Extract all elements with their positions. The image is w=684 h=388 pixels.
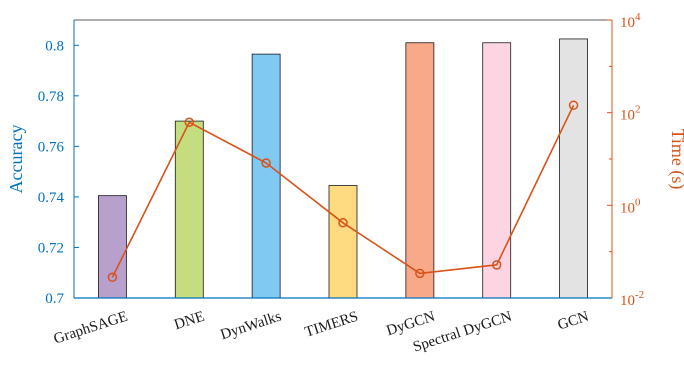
chart-labels: Accuracy Time (s) [6, 125, 684, 194]
right-tick-base: 10 [620, 15, 635, 31]
time-point-dne [184, 117, 195, 128]
time-point-dygcn [415, 268, 425, 279]
left-axis-label: Accuracy [6, 125, 26, 194]
right-tick-label: 10-2 [620, 289, 644, 309]
bar-spectral-dygcn [482, 42, 512, 299]
time-point-dynwalks [261, 158, 271, 168]
bar-dne [174, 120, 204, 299]
right-tick-exponent: 2 [635, 104, 641, 116]
right-tick-exponent: 4 [635, 11, 641, 23]
right-tick-label: 100 [620, 196, 641, 216]
right-tick-base: 10 [620, 293, 635, 309]
left-tick-label: 0.7 [45, 291, 64, 307]
right-tick-exponent: 0 [635, 196, 641, 208]
bar-dynwalks [251, 53, 281, 299]
left-tick-label: 0.72 [38, 240, 64, 256]
time-series-line [111, 104, 575, 278]
time-point-spectral-dygcn [491, 260, 502, 270]
left-tick-label: 0.78 [38, 89, 64, 105]
right-tick-base: 10 [620, 200, 635, 216]
time-point-gcn [568, 100, 579, 110]
bar-graphsage [98, 195, 127, 299]
bar-timers [328, 185, 358, 299]
left-tick-label: 0.74 [38, 190, 65, 206]
time-line [107, 100, 579, 283]
right-tick-label: 104 [620, 11, 641, 31]
right-tick-label: 102 [620, 104, 641, 124]
right-tick-base: 10 [620, 108, 635, 124]
accuracy-bars [98, 38, 588, 299]
left-tick-label: 0.8 [45, 38, 64, 54]
bar-dygcn [405, 42, 435, 299]
time-point-timers [338, 218, 348, 228]
time-point-graphsage [107, 272, 118, 283]
right-tick-exponent: -2 [635, 289, 644, 301]
left-tick-label: 0.76 [38, 139, 65, 155]
bar-gcn [559, 38, 588, 299]
right-axis-label: Time (s) [667, 129, 684, 190]
